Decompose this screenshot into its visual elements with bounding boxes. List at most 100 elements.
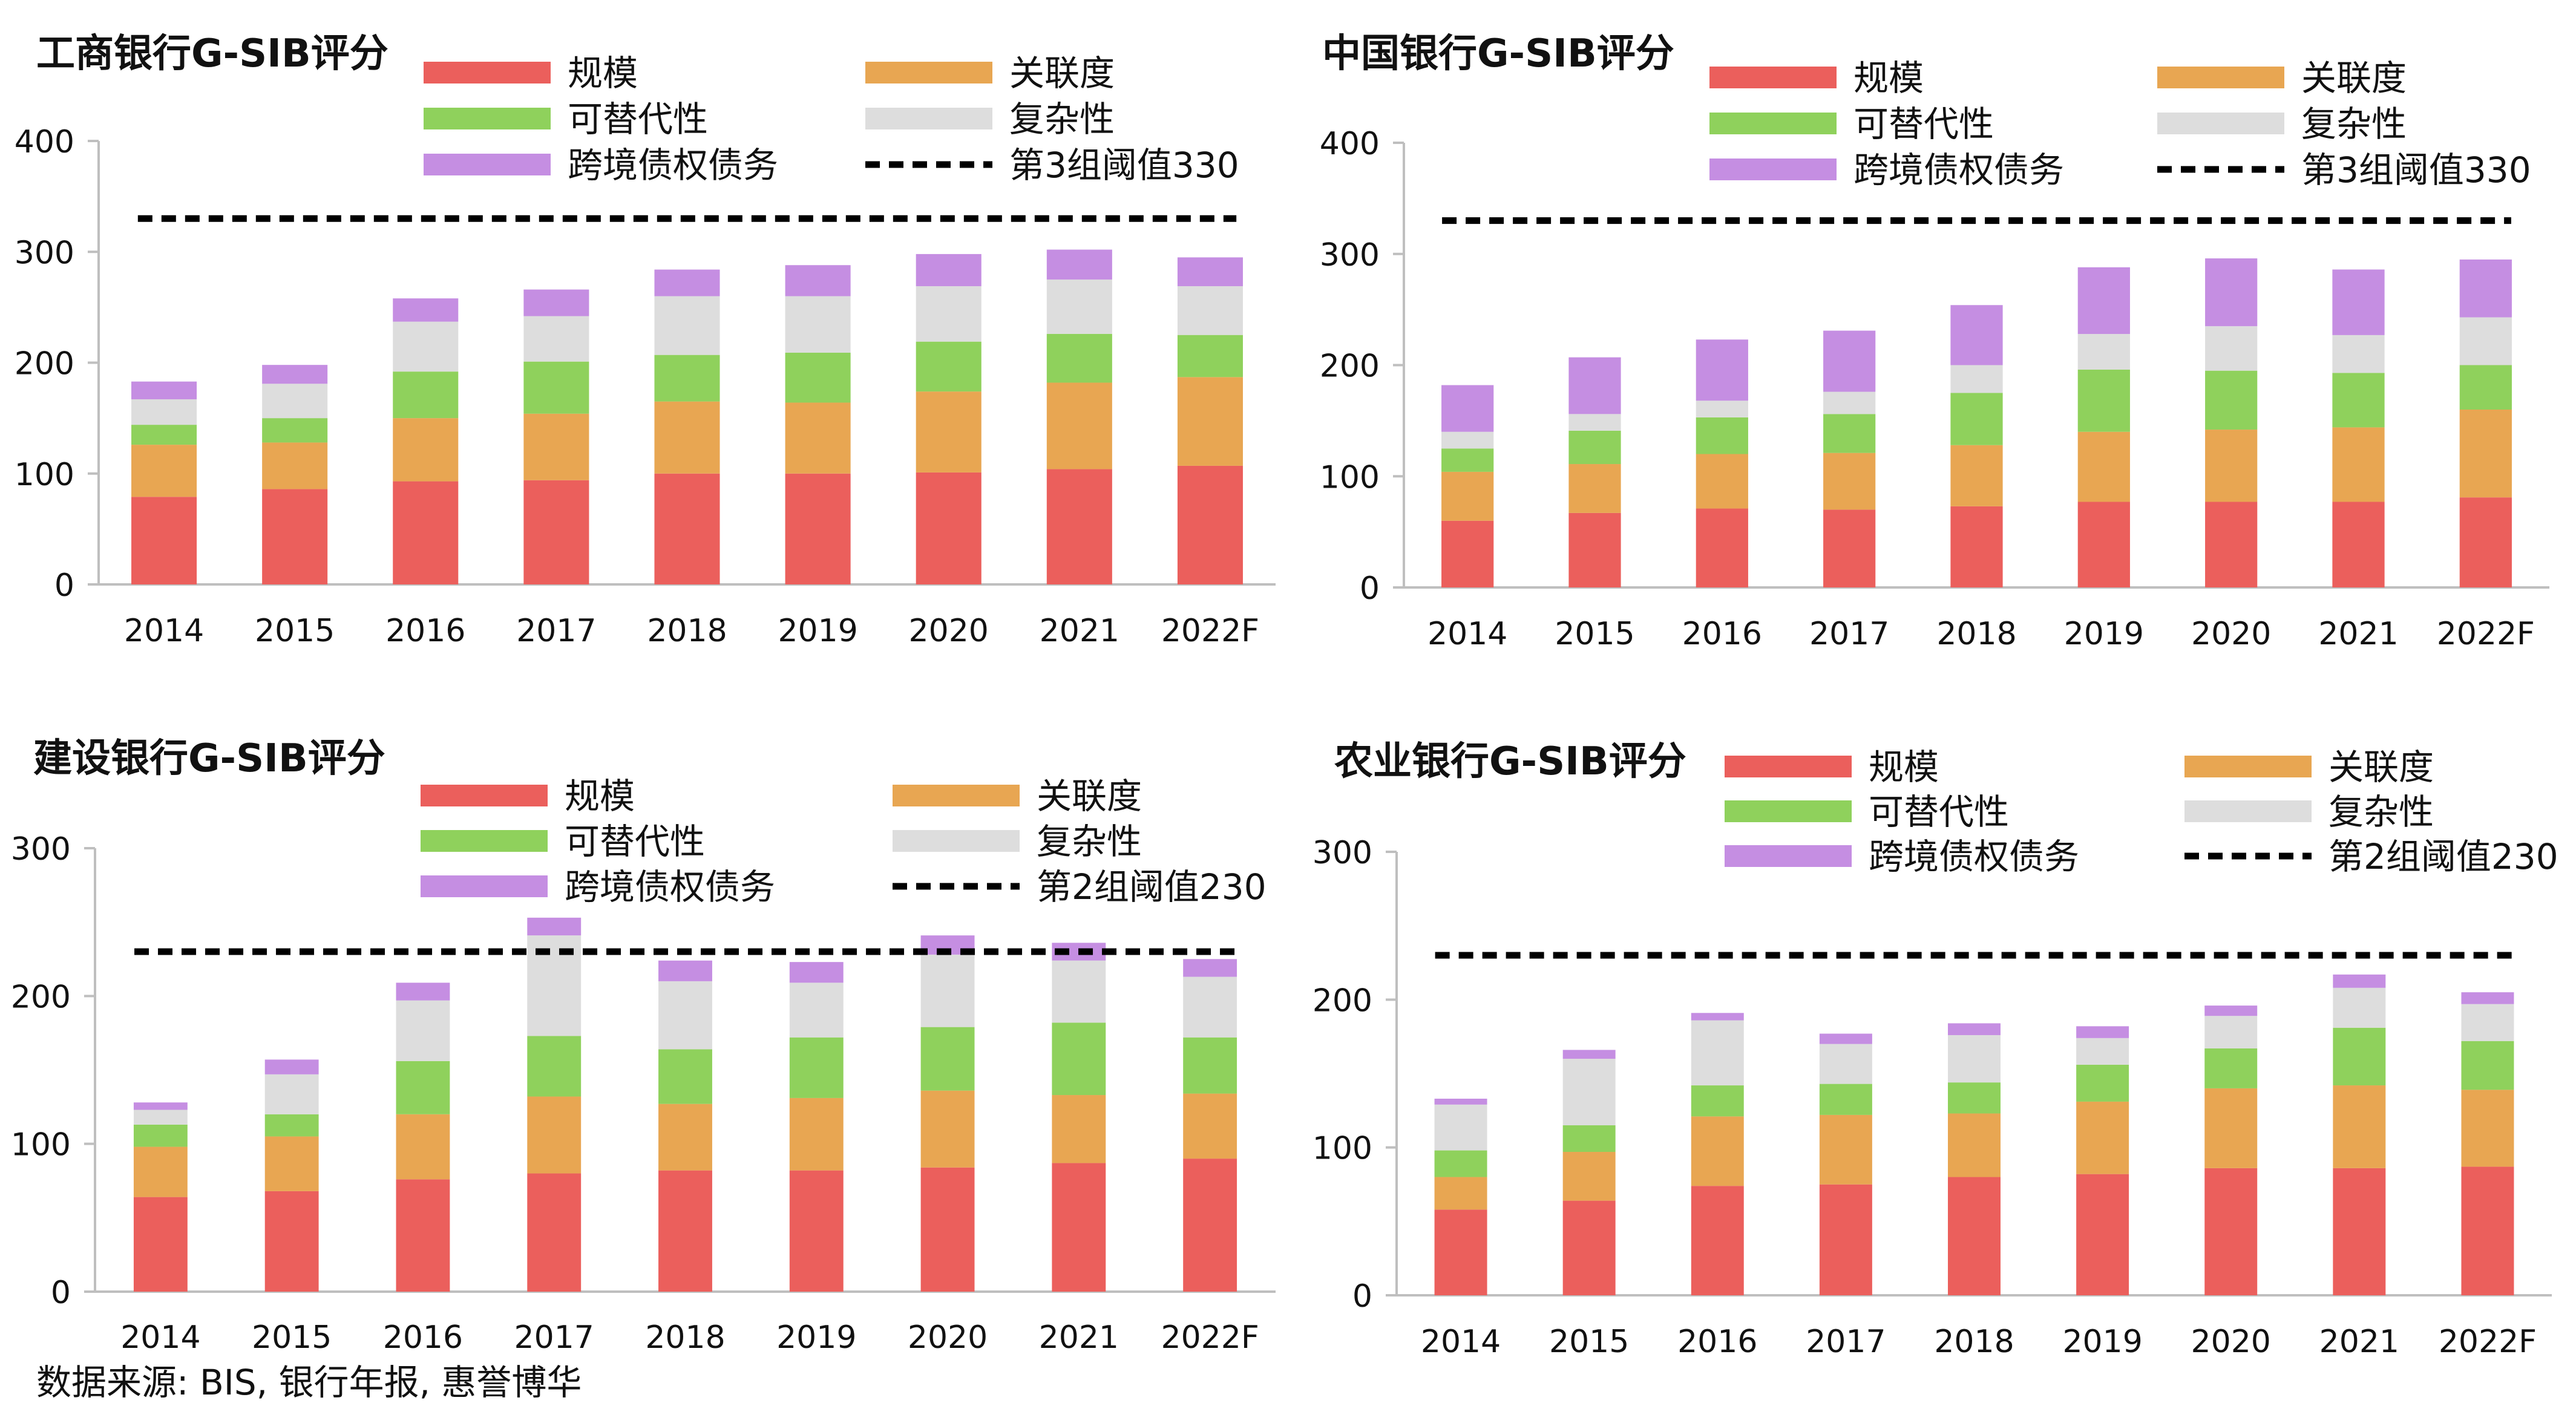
chart-panel-4: 农业银行G-SIB评分 0 100 200 300 2014 2015 2016 2017 201…	[1313, 739, 2558, 1360]
legend-label: 复杂性	[1037, 821, 1142, 862]
bar-segment	[920, 1167, 975, 1292]
chart-title: 工商银行G-SIB评分	[36, 31, 388, 76]
bar-segment	[1823, 509, 1876, 587]
x-tick-label: 2018	[1936, 616, 2016, 652]
legend-label: 复杂性	[1009, 99, 1115, 140]
bar-segment	[1948, 1035, 2001, 1083]
x-tick-label: 2014	[120, 1319, 200, 1356]
bar-segment	[1183, 1159, 1237, 1292]
bar-segment	[264, 1074, 319, 1114]
legend-label: 跨境债权债务	[1853, 149, 2064, 191]
legend-swatch	[1709, 113, 1837, 134]
bar-segment	[396, 1179, 450, 1292]
bar-segment	[1183, 1037, 1237, 1094]
bar-segment	[2459, 497, 2512, 587]
chart-panel-2: 中国银行G-SIB评分 0 100 200 300 400 2014 2015 2016 2017…	[1320, 31, 2549, 652]
bar-segment	[131, 445, 197, 497]
bar-segment	[2332, 335, 2385, 373]
x-tick-label: 2015	[255, 613, 335, 649]
bar-segment	[2205, 326, 2258, 371]
bar-segment	[396, 983, 450, 1001]
bar-segment	[2205, 370, 2258, 430]
bar-segment	[2204, 1168, 2258, 1295]
x-tick-label: 2021	[2318, 616, 2398, 652]
chart-title: 建设银行G-SIB评分	[33, 736, 385, 781]
bar-segment	[1691, 1020, 1744, 1086]
x-tick-label: 2019	[776, 1319, 856, 1356]
bar-segment	[1819, 1184, 1872, 1295]
bar-segment	[393, 298, 459, 322]
bar-segment	[262, 384, 328, 419]
bar-segment	[1052, 1163, 1106, 1292]
bar-segment	[920, 1027, 975, 1091]
bar-segment	[1696, 339, 1748, 401]
x-tick-label: 2022F	[1161, 613, 1259, 649]
bar-segment	[785, 265, 851, 296]
bar-segment	[133, 1102, 188, 1110]
bar-segment	[133, 1197, 188, 1292]
bar-segment	[2461, 1090, 2514, 1167]
bar-segment	[1950, 445, 2003, 506]
bar-segment	[916, 253, 982, 287]
bar-segment	[2459, 259, 2512, 318]
x-tick-label: 2018	[647, 613, 727, 649]
bar-segment	[2461, 1004, 2514, 1041]
x-tick-label: 2022F	[1161, 1319, 1259, 1356]
bar-segment	[654, 296, 720, 355]
legend-label: 复杂性	[2301, 103, 2407, 145]
bar-segment	[2459, 365, 2512, 410]
x-tick-label: 2016	[1677, 1324, 1757, 1360]
bar-segment	[1177, 377, 1243, 466]
bar-segment	[1950, 393, 2003, 445]
bar-segment	[1441, 448, 1494, 472]
bar-segment	[1696, 508, 1748, 587]
bar-segment	[1441, 385, 1494, 432]
bar-segment	[1441, 471, 1494, 521]
bar-segment	[1950, 305, 2003, 365]
legend-swatch	[421, 785, 548, 806]
bar-segment	[658, 1104, 712, 1171]
x-tick-label: 2021	[1040, 613, 1119, 649]
bar-segment	[1819, 1084, 1872, 1115]
bar-segment	[2333, 1168, 2386, 1295]
bar-segment	[785, 473, 851, 584]
legend-label: 关联度	[2301, 57, 2407, 99]
bar-segment	[1696, 454, 1748, 509]
x-tick-label: 2020	[909, 613, 989, 649]
bar-segment	[1562, 1050, 1616, 1059]
bar-segment	[1691, 1013, 1744, 1021]
bar-segment	[1950, 506, 2003, 587]
legend-label: 第3组阈值330	[2301, 149, 2531, 191]
bar-segment	[264, 1059, 319, 1074]
x-tick-label: 2020	[908, 1319, 988, 1356]
bar-segment	[658, 981, 712, 1050]
bar-segment	[133, 1124, 188, 1147]
bar-segment	[1819, 1044, 1872, 1084]
legend-label: 规模	[1853, 57, 1924, 99]
bar-segment	[2076, 1026, 2129, 1038]
bar-segment	[2077, 267, 2130, 335]
x-tick-label: 2022F	[2437, 616, 2535, 652]
bar-segment	[1568, 357, 1621, 414]
x-tick-label: 2022F	[2439, 1324, 2537, 1360]
bar-segment	[1696, 401, 1748, 417]
x-tick-label: 2019	[2062, 1324, 2142, 1360]
bar-segment	[2205, 430, 2258, 502]
x-tick-label: 2017	[1809, 616, 1889, 652]
bar-segment	[1568, 464, 1621, 513]
bar-segment	[393, 321, 459, 372]
legend-swatch	[2184, 756, 2312, 777]
legend-label: 可替代性	[568, 99, 708, 140]
x-tick-label: 2020	[2191, 1324, 2271, 1360]
bar-segment	[1177, 257, 1243, 287]
bar-segment	[523, 413, 589, 480]
x-tick-label: 2018	[1934, 1324, 2014, 1360]
bar-segment	[523, 480, 589, 584]
x-tick-label: 2017	[514, 1319, 594, 1356]
bar-segment	[2204, 1016, 2258, 1048]
legend-swatch	[424, 108, 551, 129]
bar-segment	[264, 1136, 319, 1191]
bar-segment	[1823, 330, 1876, 392]
bar-segment	[1696, 417, 1748, 454]
